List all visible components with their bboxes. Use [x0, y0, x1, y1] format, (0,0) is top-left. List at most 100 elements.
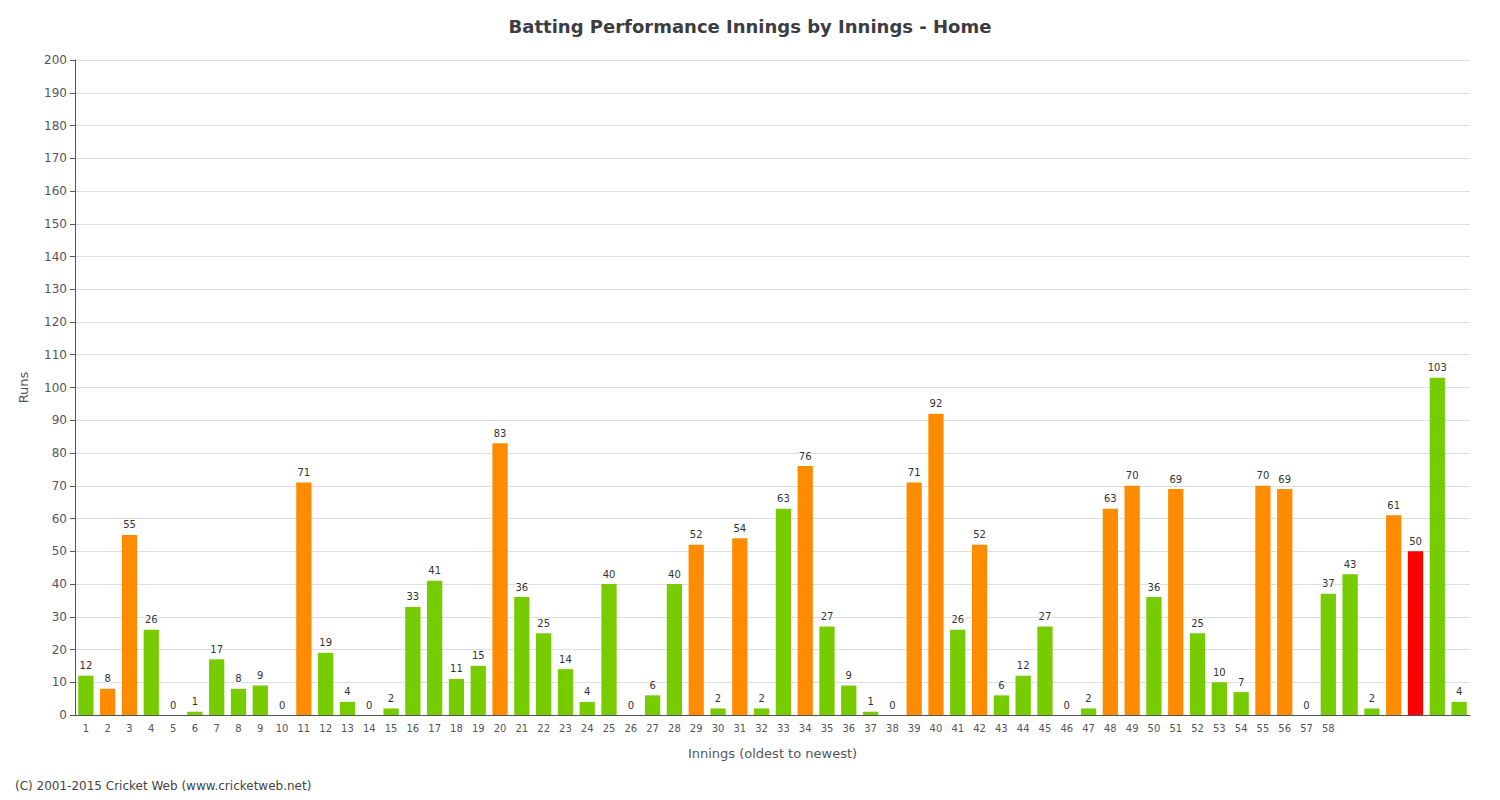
svg-text:28: 28	[668, 723, 681, 734]
svg-text:76: 76	[799, 451, 812, 462]
svg-text:Runs: Runs	[16, 371, 31, 403]
svg-text:49: 49	[1126, 723, 1139, 734]
svg-text:27: 27	[646, 723, 659, 734]
svg-text:48: 48	[1104, 723, 1117, 734]
svg-text:40: 40	[52, 577, 67, 591]
svg-text:21: 21	[515, 723, 528, 734]
svg-text:2: 2	[1369, 693, 1375, 704]
svg-text:7: 7	[213, 723, 219, 734]
svg-text:26: 26	[145, 614, 158, 625]
svg-text:52: 52	[973, 529, 986, 540]
svg-text:69: 69	[1169, 474, 1182, 485]
svg-text:41: 41	[428, 565, 441, 576]
svg-text:8: 8	[235, 673, 241, 684]
svg-text:19: 19	[472, 723, 485, 734]
svg-text:69: 69	[1278, 474, 1291, 485]
svg-text:80: 80	[52, 446, 67, 460]
svg-text:83: 83	[494, 428, 507, 439]
svg-text:35: 35	[821, 723, 834, 734]
svg-text:12: 12	[80, 660, 93, 671]
svg-text:70: 70	[1126, 470, 1139, 481]
svg-text:11: 11	[450, 663, 463, 674]
svg-text:2: 2	[758, 693, 764, 704]
svg-text:0: 0	[1303, 700, 1309, 711]
svg-text:45: 45	[1039, 723, 1052, 734]
svg-text:54: 54	[733, 523, 746, 534]
svg-text:53: 53	[1213, 723, 1226, 734]
svg-text:0: 0	[170, 700, 176, 711]
svg-text:103: 103	[1428, 362, 1447, 373]
svg-text:50: 50	[1148, 723, 1161, 734]
svg-text:37: 37	[864, 723, 877, 734]
svg-text:60: 60	[52, 512, 67, 526]
svg-text:43: 43	[1344, 559, 1357, 570]
svg-text:54: 54	[1235, 723, 1248, 734]
svg-text:110: 110	[44, 348, 67, 362]
svg-text:140: 140	[44, 250, 67, 264]
svg-text:1: 1	[867, 696, 873, 707]
svg-text:12: 12	[319, 723, 332, 734]
svg-text:Batting Performance Innings by: Batting Performance Innings by Innings -…	[509, 16, 992, 37]
svg-text:50: 50	[1409, 536, 1422, 547]
svg-text:36: 36	[842, 723, 855, 734]
svg-text:(C) 2001-2015 Cricket Web (www: (C) 2001-2015 Cricket Web (www.cricketwe…	[15, 779, 311, 793]
svg-text:34: 34	[799, 723, 812, 734]
svg-text:40: 40	[668, 569, 681, 580]
svg-text:25: 25	[603, 723, 616, 734]
svg-text:200: 200	[44, 53, 67, 67]
svg-text:24: 24	[581, 723, 594, 734]
svg-text:27: 27	[821, 611, 834, 622]
svg-text:52: 52	[1191, 723, 1204, 734]
svg-text:61: 61	[1387, 500, 1400, 511]
svg-text:33: 33	[406, 591, 419, 602]
svg-text:36: 36	[1148, 582, 1161, 593]
svg-text:2: 2	[105, 723, 111, 734]
svg-text:7: 7	[1238, 677, 1244, 688]
svg-text:0: 0	[366, 700, 372, 711]
svg-text:43: 43	[995, 723, 1008, 734]
svg-text:9: 9	[257, 670, 263, 681]
svg-text:2: 2	[715, 693, 721, 704]
svg-text:71: 71	[298, 467, 311, 478]
svg-text:20: 20	[494, 723, 507, 734]
svg-text:50: 50	[52, 544, 67, 558]
svg-text:2: 2	[1085, 693, 1091, 704]
svg-text:37: 37	[1322, 578, 1335, 589]
svg-text:160: 160	[44, 184, 67, 198]
svg-text:70: 70	[52, 479, 67, 493]
svg-text:0: 0	[889, 700, 895, 711]
svg-text:25: 25	[537, 618, 550, 629]
svg-text:6: 6	[192, 723, 198, 734]
svg-text:4: 4	[1456, 686, 1462, 697]
svg-text:52: 52	[690, 529, 703, 540]
svg-text:25: 25	[1191, 618, 1204, 629]
svg-text:10: 10	[276, 723, 289, 734]
svg-text:63: 63	[777, 493, 790, 504]
svg-text:8: 8	[235, 723, 241, 734]
svg-text:26: 26	[624, 723, 637, 734]
svg-text:44: 44	[1017, 723, 1030, 734]
svg-text:32: 32	[755, 723, 768, 734]
svg-text:2: 2	[388, 693, 394, 704]
svg-text:31: 31	[733, 723, 746, 734]
svg-text:27: 27	[1039, 611, 1052, 622]
svg-text:58: 58	[1322, 723, 1335, 734]
svg-text:18: 18	[450, 723, 463, 734]
svg-text:30: 30	[52, 610, 67, 624]
svg-text:4: 4	[344, 686, 350, 697]
svg-text:15: 15	[385, 723, 398, 734]
svg-text:30: 30	[712, 723, 725, 734]
svg-text:11: 11	[298, 723, 311, 734]
svg-text:46: 46	[1060, 723, 1073, 734]
svg-text:120: 120	[44, 315, 67, 329]
svg-text:55: 55	[123, 519, 136, 530]
svg-text:12: 12	[1017, 660, 1030, 671]
svg-text:8: 8	[105, 673, 111, 684]
svg-text:22: 22	[537, 723, 550, 734]
svg-text:15: 15	[472, 650, 485, 661]
svg-text:36: 36	[515, 582, 528, 593]
svg-text:5: 5	[170, 723, 176, 734]
svg-text:0: 0	[628, 700, 634, 711]
svg-text:180: 180	[44, 119, 67, 133]
svg-text:40: 40	[603, 569, 616, 580]
